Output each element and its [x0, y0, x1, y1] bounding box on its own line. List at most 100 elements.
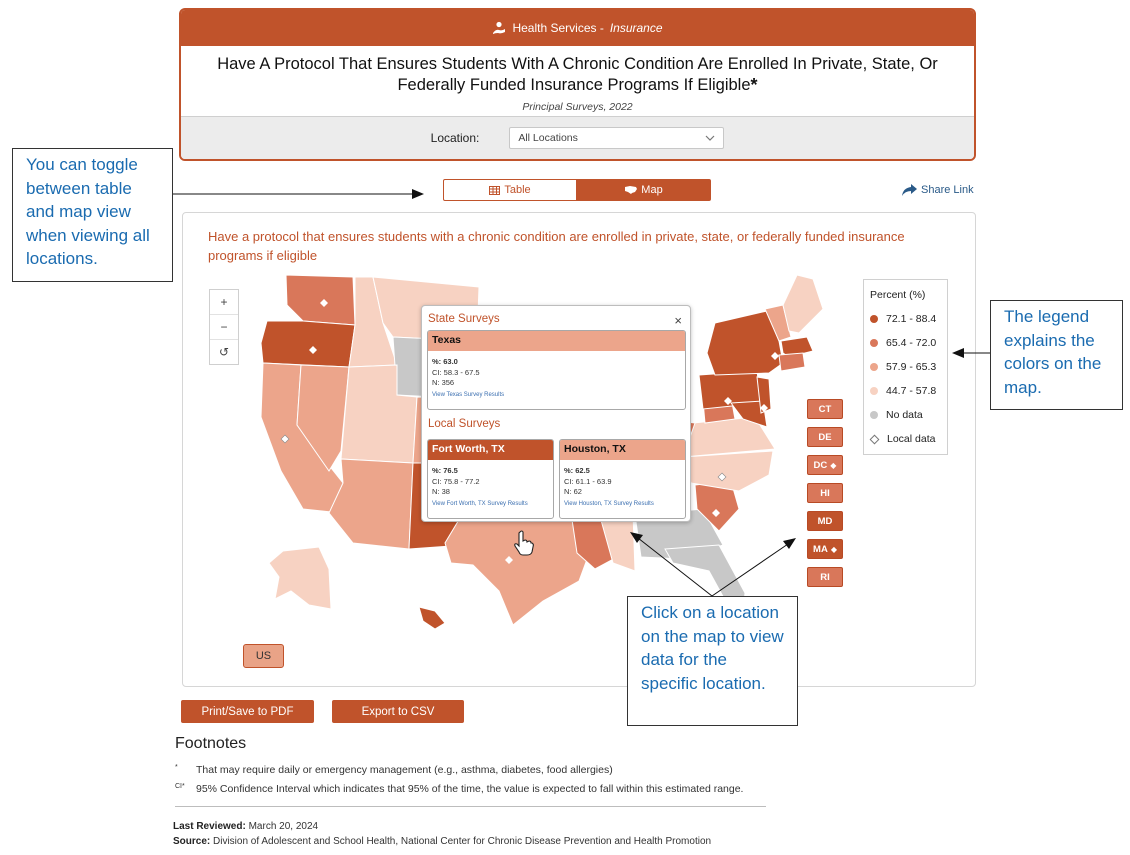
- state-button-hi[interactable]: HI: [807, 483, 843, 503]
- legend-swatch: [870, 411, 878, 419]
- footnote-text: 95% Confidence Interval which indicates …: [196, 783, 744, 795]
- footnote-item: CI* 95% Confidence Interval which indica…: [175, 783, 743, 795]
- indicator-header-card: Health Services - Insurance Have A Proto…: [179, 8, 976, 161]
- state-connecticut-ri[interactable]: [778, 352, 806, 372]
- state-percent: %: 63.0: [432, 357, 458, 366]
- local-ci: CI: 75.8 - 77.2: [432, 476, 480, 486]
- zoom-out-button[interactable]: −: [210, 315, 238, 340]
- legend-label: No data: [886, 409, 923, 421]
- state-vermont-nh[interactable]: [764, 304, 792, 342]
- local-data-marker[interactable]: [724, 397, 732, 405]
- legend-label: 72.1 - 88.4: [886, 313, 937, 325]
- state-button-de[interactable]: DE: [807, 427, 843, 447]
- local-stats: %: 62.5 CI: 61.1 - 63.9 N: 62 View Houst…: [560, 460, 685, 515]
- zoom-in-button[interactable]: +: [210, 290, 238, 315]
- state-n: N: 356: [432, 378, 455, 387]
- local-data-marker[interactable]: [771, 352, 779, 360]
- state-arizona[interactable]: [328, 458, 414, 550]
- last-reviewed-label: Last Reviewed:: [173, 821, 246, 832]
- state-button-ct[interactable]: CT: [807, 399, 843, 419]
- state-result-card: Texas %: 63.0 CI: 58.3 - 67.5 N: 356 Vie…: [427, 330, 686, 410]
- last-reviewed: Last Reviewed: March 20, 2024: [173, 821, 318, 832]
- legend-item: 72.1 - 88.4: [870, 307, 941, 331]
- state-button-ri[interactable]: RI: [807, 567, 843, 587]
- local-name: Fort Worth, TX: [428, 440, 553, 460]
- footnote-text: That may require daily or emergency mana…: [196, 764, 613, 776]
- export-csv-button[interactable]: Export to CSV: [332, 700, 464, 723]
- state-nevada[interactable]: [296, 364, 350, 472]
- local-result-card: Houston, TX %: 62.5 CI: 61.1 - 63.9 N: 6…: [559, 439, 686, 519]
- state-results-link[interactable]: View Texas Survey Results: [432, 391, 505, 398]
- page-title: Have A Protocol That Ensures Students Wi…: [181, 46, 974, 96]
- us-map-icon: [625, 186, 638, 194]
- local-n: N: 38: [432, 487, 450, 496]
- state-button-dc[interactable]: DC ◆: [807, 455, 843, 475]
- chevron-down-icon: [705, 135, 715, 141]
- reset-view-button[interactable]: ↺: [218, 345, 230, 359]
- location-label: Location:: [430, 131, 480, 145]
- us-button[interactable]: US: [243, 644, 284, 668]
- title-footnote-mark: *: [750, 75, 758, 95]
- source-line: Source: Division of Adolescent and Schoo…: [173, 836, 711, 847]
- page-title-text: Have A Protocol That Ensures Students Wi…: [217, 55, 938, 94]
- state-button-label: RI: [820, 571, 830, 583]
- legend-item: 65.4 - 72.0: [870, 331, 941, 355]
- state-button-md[interactable]: MD: [807, 511, 843, 531]
- annotation-click-note: Click on a location on the map to view d…: [627, 596, 798, 726]
- state-button-label: HI: [820, 487, 830, 499]
- local-data-diamond-icon: ◆: [830, 460, 837, 470]
- table-icon: [489, 185, 501, 195]
- hand-cursor-icon: [514, 530, 534, 556]
- map-view-button[interactable]: Map: [577, 179, 711, 201]
- legend-label: 44.7 - 57.8: [886, 385, 937, 397]
- print-pdf-button[interactable]: Print/Save to PDF: [181, 700, 314, 723]
- table-view-button[interactable]: Table: [443, 179, 577, 201]
- share-link-label: Share Link: [921, 184, 974, 196]
- view-toggle: Table Map: [443, 179, 711, 201]
- local-results-link[interactable]: View Fort Worth, TX Survey Results: [432, 500, 528, 507]
- state-button-label: MA: [813, 543, 828, 555]
- local-data-marker[interactable]: [760, 404, 768, 412]
- close-icon[interactable]: ×: [674, 313, 682, 328]
- state-button-ma[interactable]: MA ◆: [807, 539, 843, 559]
- local-data-marker[interactable]: [320, 299, 328, 307]
- footnotes-heading: Footnotes: [175, 735, 247, 752]
- state-button-label: CT: [818, 403, 832, 415]
- location-select-value: All Locations: [518, 132, 578, 144]
- state-maine[interactable]: [782, 274, 824, 334]
- legend-label: 57.9 - 65.3: [886, 361, 937, 373]
- legend-title: Percent (%): [870, 289, 926, 301]
- legend-swatch: [870, 363, 878, 371]
- share-link[interactable]: Share Link: [902, 184, 974, 196]
- local-data-diamond-icon: ◆: [830, 544, 837, 554]
- local-data-marker[interactable]: [309, 346, 317, 354]
- state-name: Texas: [428, 331, 685, 351]
- state-maryland[interactable]: [730, 400, 768, 428]
- state-hawaii[interactable]: [418, 606, 446, 630]
- local-ci: CI: 61.1 - 63.9: [564, 476, 612, 486]
- divider: [175, 806, 766, 807]
- category-topic: Insurance: [609, 21, 663, 35]
- state-alaska[interactable]: [268, 546, 332, 610]
- source-text: Division of Adolescent and School Health…: [213, 836, 712, 847]
- state-button-label: DC: [813, 459, 828, 471]
- state-surveys-heading: State Surveys: [428, 313, 500, 325]
- legend-swatch: [870, 339, 878, 347]
- local-data-marker[interactable]: [717, 472, 727, 482]
- share-arrow-icon: [902, 184, 917, 196]
- location-popup: State Surveys × Texas %: 63.0 CI: 58.3 -…: [421, 305, 691, 522]
- local-data-marker[interactable]: [505, 556, 513, 564]
- local-results-link[interactable]: View Houston, TX Survey Results: [564, 500, 654, 507]
- legend-item: 44.7 - 57.8: [870, 379, 941, 403]
- local-data-marker[interactable]: [280, 434, 290, 444]
- state-button-label: DE: [818, 431, 832, 443]
- state-washington[interactable]: [285, 274, 356, 326]
- map-view-label: Map: [641, 184, 663, 196]
- local-data-diamond-icon: [869, 434, 880, 444]
- category-band: Health Services - Insurance: [181, 10, 974, 46]
- local-data-marker[interactable]: [712, 509, 720, 517]
- local-n: N: 62: [564, 487, 582, 496]
- state-oregon[interactable]: [260, 320, 356, 368]
- state-new-jersey[interactable]: [756, 376, 772, 414]
- location-select[interactable]: All Locations: [509, 127, 725, 149]
